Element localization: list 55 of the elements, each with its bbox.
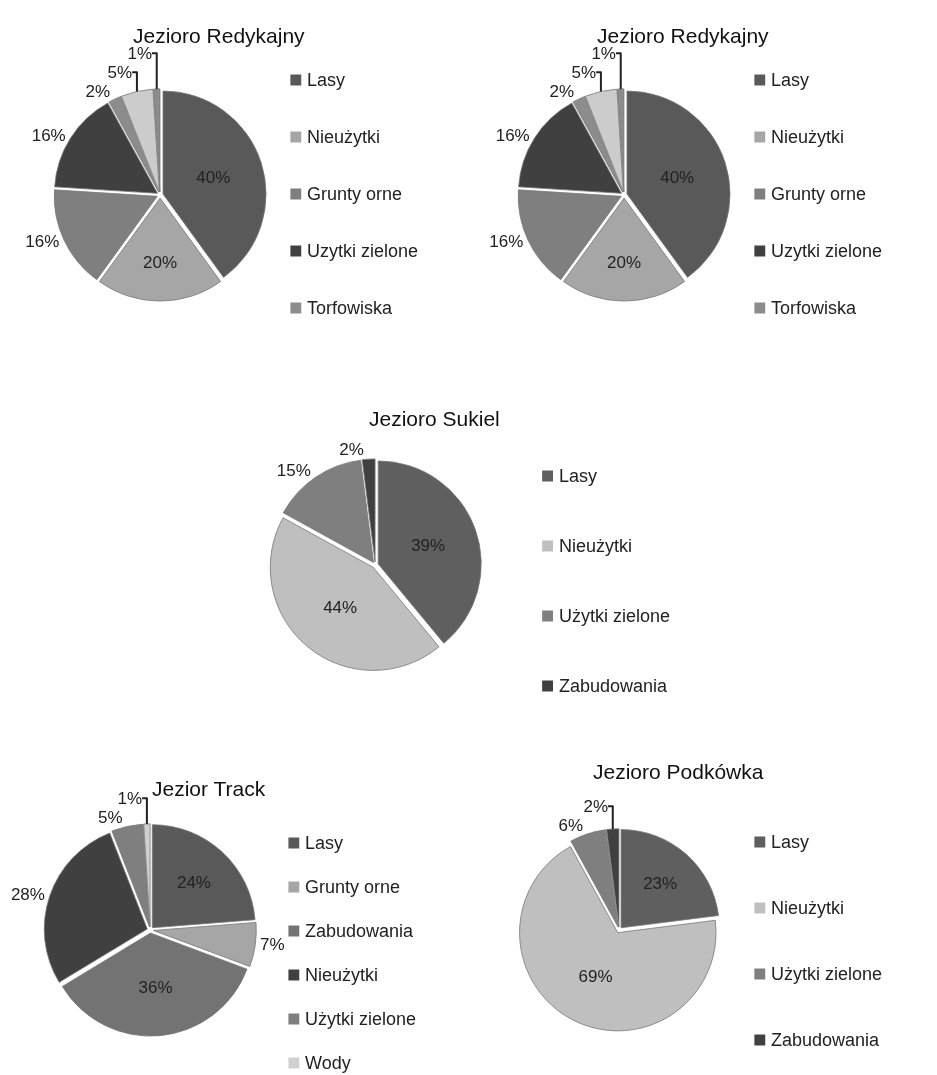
legend-label: Nieużytki <box>771 127 845 147</box>
legend-label: Użytki zielone <box>559 606 671 626</box>
data-label: 28% <box>10 885 45 905</box>
legend-label: Nieużytki <box>305 965 379 985</box>
legend-label: Wody <box>305 1053 351 1073</box>
data-label: 16% <box>495 125 530 145</box>
data-label: 20% <box>143 253 178 273</box>
data-label: 5% <box>571 62 597 82</box>
data-label: 1% <box>117 788 143 808</box>
data-label: 2% <box>339 440 364 460</box>
chart-title: Jezioro Podkówka <box>593 760 764 783</box>
data-label: 2% <box>549 81 575 101</box>
legend-label: Grunty orne <box>307 184 403 204</box>
legend-label: Lasy <box>771 832 810 852</box>
pie-slice <box>99 197 222 302</box>
chart-title: Jezior Track <box>152 777 266 800</box>
legend-label: Uzytki zielone <box>771 241 883 261</box>
data-label: 23% <box>643 873 678 893</box>
legend-label: Lasy <box>307 70 346 90</box>
legend-label: Nieużytki <box>559 536 633 556</box>
data-label: 16% <box>31 125 66 145</box>
legend-label: Lasy <box>559 466 598 486</box>
legend-label: Grunty orne <box>305 877 401 897</box>
pie-slice <box>377 460 482 644</box>
legend-label: Grunty orne <box>771 184 867 204</box>
legend-label: Lasy <box>771 70 810 90</box>
legend-label: Zabudowania <box>771 1030 881 1050</box>
legend-label: Uzytki zielone <box>307 241 419 261</box>
data-label: 44% <box>323 597 358 617</box>
legend-label: Torfowiska <box>771 298 858 318</box>
data-label: 69% <box>578 966 613 986</box>
data-label: 5% <box>107 62 133 82</box>
legend-label: Nieużytki <box>307 127 381 147</box>
data-label: 2% <box>583 796 609 816</box>
legend-label: Lasy <box>305 833 344 853</box>
legend-label: Torfowiska <box>307 298 394 318</box>
chart-title: Jezioro Sukiel <box>369 407 500 430</box>
legend-label: Użytki zielone <box>305 1009 417 1029</box>
legend-label: Nieużytki <box>771 898 845 918</box>
data-label: 15% <box>276 461 311 481</box>
data-label: 16% <box>489 232 524 252</box>
legend-label: Użytki zielone <box>771 964 883 984</box>
legend-label: Zabudowania <box>305 921 415 941</box>
data-label: 24% <box>176 873 211 893</box>
legend-label: Zabudowania <box>559 676 669 696</box>
pie-slice <box>563 197 686 302</box>
data-label: 39% <box>411 536 446 556</box>
data-label: 20% <box>607 253 642 273</box>
data-label: 2% <box>85 81 111 101</box>
data-label: 5% <box>97 807 123 827</box>
data-label: 36% <box>138 977 173 997</box>
pie-slice <box>61 932 248 1037</box>
data-label: 16% <box>25 232 60 252</box>
data-label: 6% <box>558 815 584 835</box>
data-label: 7% <box>260 935 285 955</box>
